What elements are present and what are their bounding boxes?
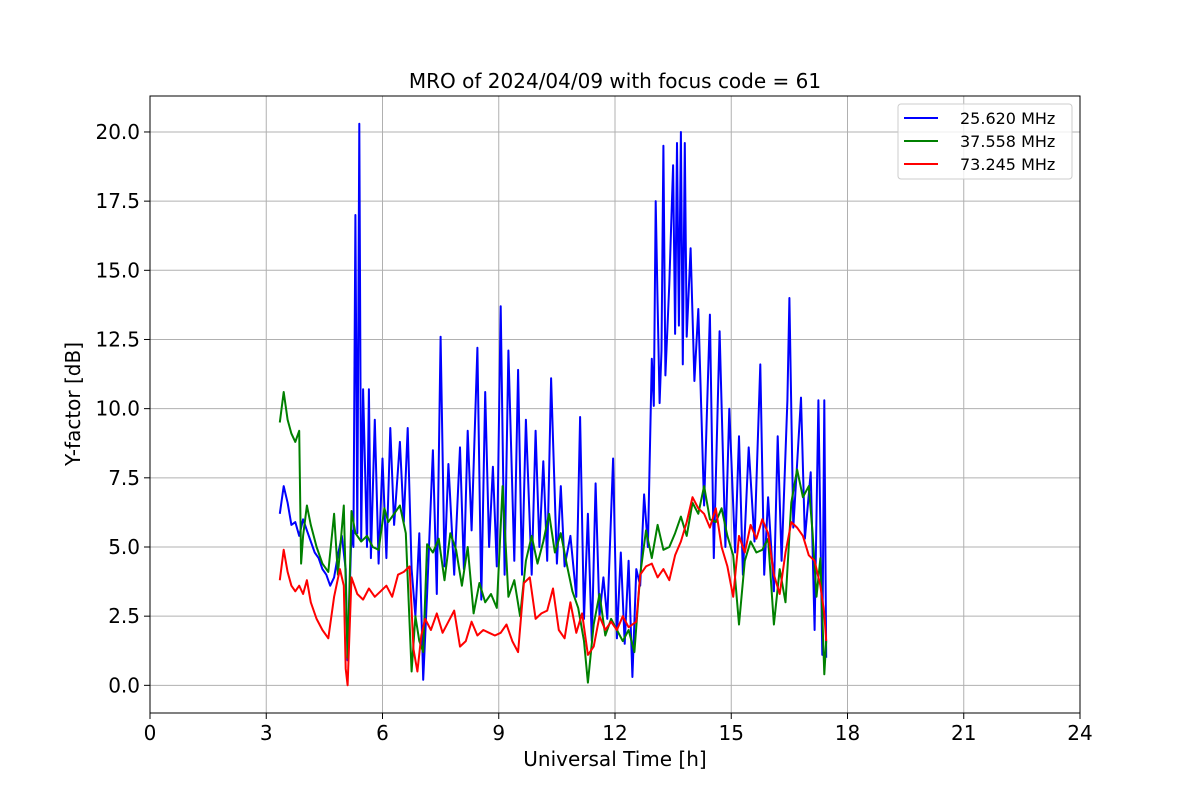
y-tick-label: 15.0 <box>95 258 140 282</box>
legend-label: 37.558 MHz <box>960 132 1055 151</box>
legend-box <box>897 103 1073 180</box>
y-tick-label: 10.0 <box>95 397 140 421</box>
series-layer <box>278 122 828 687</box>
y-tick-label: 7.5 <box>108 466 140 490</box>
y-axis: 0.0 2.5 5.0 7.5 10.0 12.5 15.0 17.5 20.0 <box>95 120 150 697</box>
x-tick-label: 24 <box>1067 721 1092 745</box>
x-tick-label: 6 <box>376 721 389 745</box>
legend-label: 25.620 MHz <box>960 109 1055 128</box>
y-tick-label: 5.0 <box>108 535 140 559</box>
x-tick-label: 15 <box>719 721 744 745</box>
legend: 25.620 MHz 37.558 MHz 73.245 MHz <box>897 103 1073 180</box>
chart-title: MRO of 2024/04/09 with focus code = 61 <box>409 69 821 93</box>
series-line-25-620-mhz <box>278 122 828 681</box>
x-tick-label: 21 <box>951 721 976 745</box>
x-tick-label: 12 <box>602 721 627 745</box>
y-tick-label: 12.5 <box>95 327 140 351</box>
y-tick-label: 0.0 <box>108 673 140 697</box>
y-tick-label: 2.5 <box>108 604 140 628</box>
legend-label: 73.245 MHz <box>960 155 1055 174</box>
x-tick-label: 9 <box>492 721 505 745</box>
series-line-37-558-mhz <box>278 391 828 684</box>
x-tick-label: 0 <box>144 721 157 745</box>
y-tick-label: 17.5 <box>95 189 140 213</box>
x-axis: 0 3 6 9 12 15 18 21 24 <box>144 713 1093 745</box>
series-line-73-245-mhz <box>278 496 828 687</box>
x-tick-label: 18 <box>835 721 860 745</box>
y-axis-label: Y-factor [dB] <box>61 342 85 467</box>
x-axis-label: Universal Time [h] <box>523 747 706 771</box>
x-tick-label: 3 <box>260 721 273 745</box>
y-tick-label: 20.0 <box>95 120 140 144</box>
